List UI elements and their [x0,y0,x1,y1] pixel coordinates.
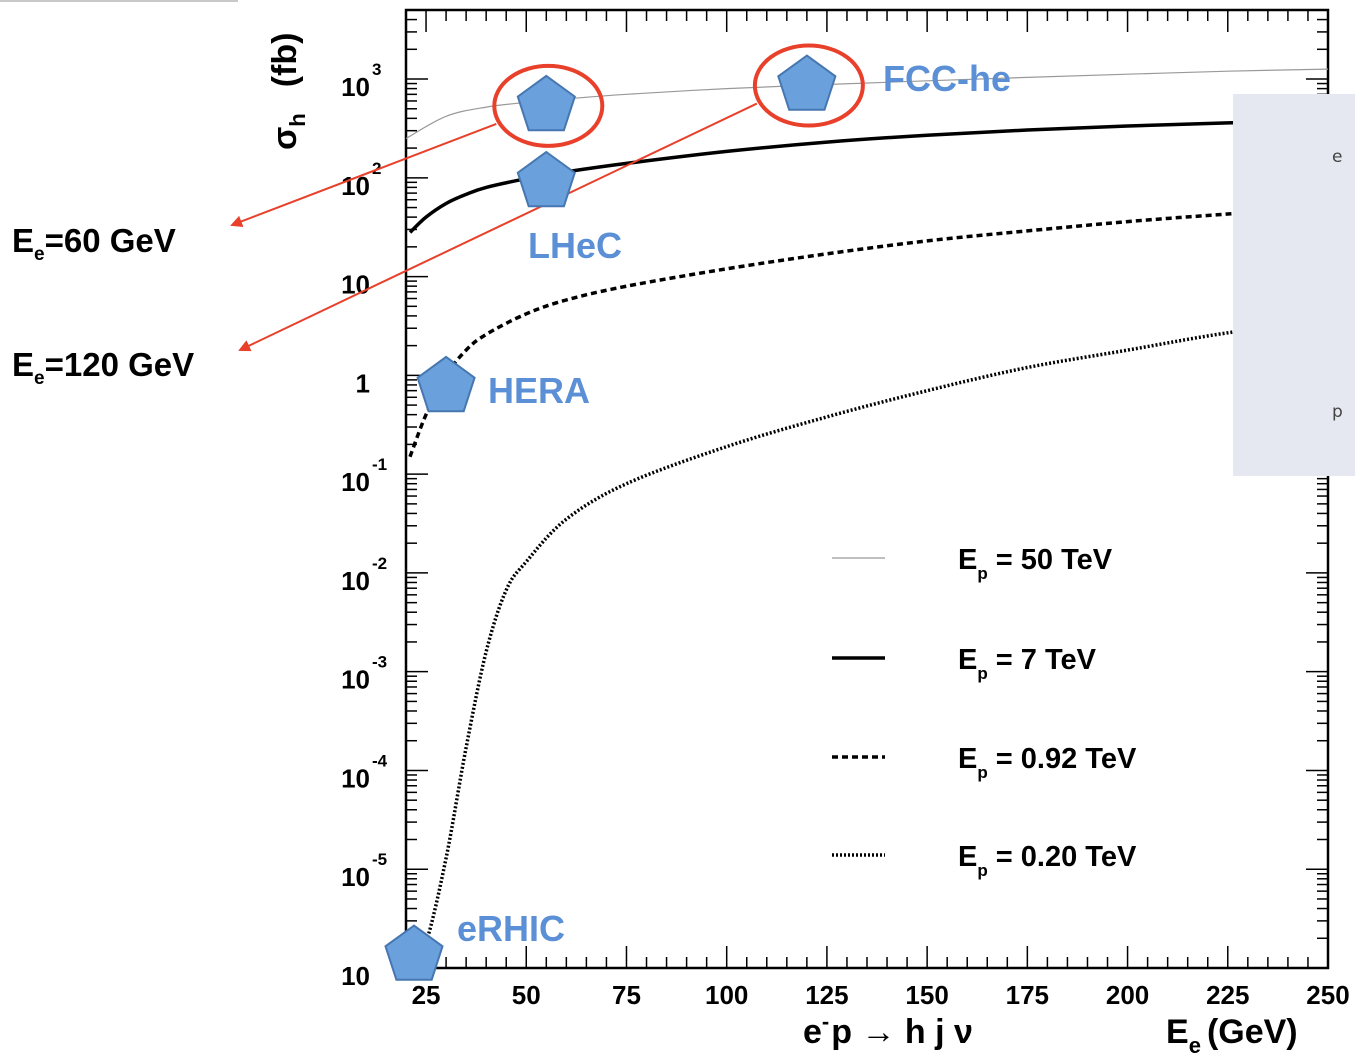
marker-pentagon-0 [516,74,576,132]
experiment-label-4: eRHIC [457,908,565,949]
y-axis-symbol: σ [266,127,304,150]
series-line-2 [408,205,1328,458]
legend-label-2: Ep = 0.92 TeV [958,743,1137,782]
y-axis-label: σh (fb) [266,33,310,150]
experiment-label-0: FCC-he [883,58,1011,99]
y-tick-label: 10 [341,961,370,991]
side-panel [1233,94,1355,476]
marker-pentagon-3 [416,355,476,413]
x-tick-label: 75 [612,980,641,1010]
legend-label-rest: = 7 TeV [988,644,1097,676]
y-tick-label: 10 [341,467,370,497]
legend-label-rest: = 50 TeV [988,544,1113,576]
x-tick-label: 50 [512,980,541,1010]
legend-label-main: E [958,841,977,873]
process-label: e-p → h j ν [803,1009,973,1051]
annotation-arrow-1 [238,102,758,352]
annotation-sub: e [34,368,45,389]
x-tick-label: 200 [1106,980,1149,1010]
x-axis-label: Ee (GeV) [1166,1013,1298,1057]
x-axis-subscript: e [1189,1033,1201,1057]
axis-ticks: 25 50 75 100 125 150 175 200 225 25010310210110-1… [341,9,1350,1010]
legend-label-1: Ep = 7 TeV [958,644,1097,683]
x-axis-unit: (GeV) [1207,1013,1298,1051]
y-axis-unit: (fb) [266,33,304,88]
annotation-sub: e [34,244,45,265]
y-tick-exponent: -4 [372,751,388,770]
y-tick-exponent: -5 [372,850,387,869]
y-tick-label: 10 [341,171,370,201]
annotation-rest: =60 GeV [45,222,176,259]
y-tick-label: 10 [341,862,370,892]
y-tick-exponent: -3 [372,653,387,672]
y-tick-exponent: 3 [372,60,381,79]
legend-label-rest: = 0.92 TeV [988,743,1137,775]
annotation-label-0: Ee=60 GeV [12,222,176,265]
legend-label-main: E [958,544,977,576]
y-tick-label: 10 [341,72,370,102]
y-tick-label: 10 [341,665,370,695]
annotation-label-1: Ee=120 GeV [12,346,194,389]
annotation-arrow-0 [230,122,497,228]
x-tick-label: 25 [412,980,441,1010]
legend-label-sub: p [977,564,987,583]
x-tick-label: 150 [905,980,948,1010]
legend-label-0: Ep = 50 TeV [958,544,1113,583]
x-tick-label: 175 [1006,980,1049,1010]
legend-label-3: Ep = 0.20 TeV [958,841,1137,880]
y-axis-subscript: h [285,113,310,126]
y-tick-exponent: -1 [372,455,387,474]
x-axis-symbol: E [1166,1013,1189,1051]
x-tick-label: 225 [1206,980,1249,1010]
experiment-label-2: LHeC [528,225,622,266]
marker-pentagon-1 [777,54,837,111]
legend-label-rest: = 0.20 TeV [988,841,1137,873]
marker-pentagon-4 [384,924,444,981]
highlight-circle-0 [492,63,605,148]
annotation-rest: =120 GeV [45,346,195,383]
series-line-1 [408,118,1328,234]
legend-label-main: E [958,743,977,775]
highlight-circle-1 [752,43,865,128]
process-pre: e [803,1013,822,1051]
process-post: p → h j ν [831,1013,973,1051]
x-tick-label: 250 [1306,980,1349,1010]
y-tick-label: 10 [341,566,370,596]
legend-label-sub: p [977,664,987,683]
annotation-main: E [12,346,34,383]
x-tick-label: 125 [805,980,848,1010]
series-line-3 [408,318,1328,968]
annotation-main: E [12,222,34,259]
x-tick-label: 100 [705,980,748,1010]
y-tick-exponent: -2 [372,554,387,573]
legend-label-sub: p [977,763,987,782]
side-panel-letter-top: e [1332,147,1342,167]
legend-label-main: E [958,644,977,676]
side-panel-letter-bottom: p [1332,402,1343,422]
process-sup: - [822,1009,829,1034]
y-tick-exponent: 2 [372,159,381,178]
legend-label-sub: p [977,861,987,880]
marker-pentagon-2 [516,150,576,208]
experiment-markers: FCC-he LHeC HERA eRHIC [384,43,1011,981]
y-tick-label: 1 [356,368,370,398]
experiment-label-3: HERA [488,370,590,411]
y-tick-label: 10 [341,763,370,793]
